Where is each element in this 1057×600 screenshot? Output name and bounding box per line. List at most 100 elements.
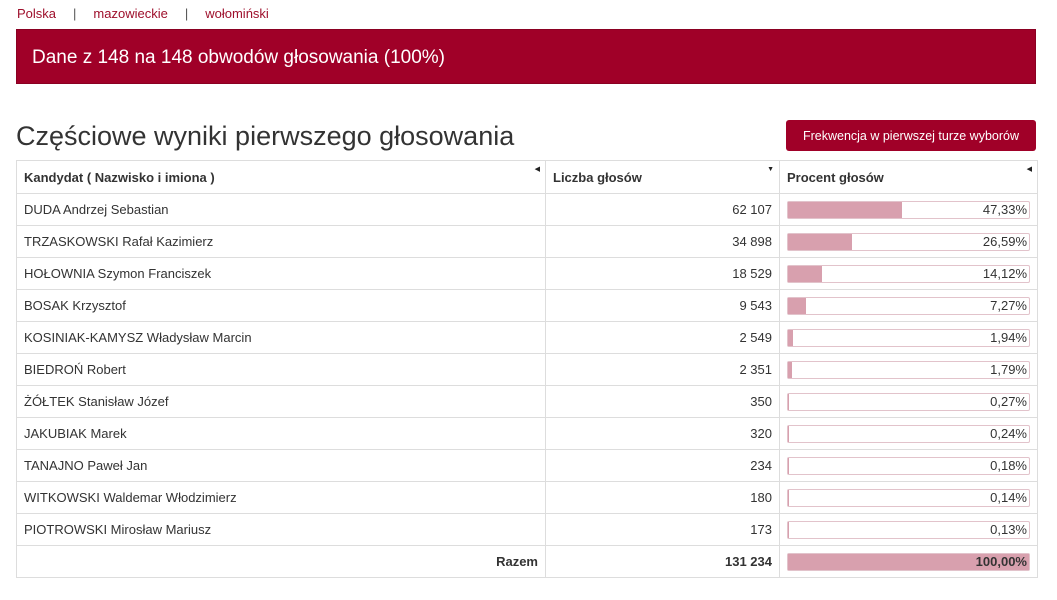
percent-bar: 26,59% xyxy=(787,232,1030,251)
percent-bar-fill xyxy=(788,201,903,218)
data-coverage-banner: Dane z 148 na 148 obwodów głosowania (10… xyxy=(16,29,1036,84)
percent-bar: 7,27% xyxy=(787,296,1030,315)
percent-bar: 0,24% xyxy=(787,424,1030,443)
table-row: DUDA Andrzej Sebastian 62 107 47,33% xyxy=(16,193,1038,226)
table-row: BOSAK Krzysztof 9 543 7,27% xyxy=(16,289,1038,322)
sort-icon[interactable]: ◀ xyxy=(1026,166,1032,173)
candidate-name: DUDA Andrzej Sebastian xyxy=(16,193,546,226)
candidate-votes: 173 xyxy=(545,513,780,546)
candidate-name: HOŁOWNIA Szymon Franciszek xyxy=(16,257,546,290)
percent-label: 0,18% xyxy=(990,457,1027,473)
candidate-percent-cell: 0,18% xyxy=(779,449,1038,482)
percent-bar-fill xyxy=(788,393,789,410)
candidate-name: BIEDROŃ Robert xyxy=(16,353,546,386)
percent-bar-fill xyxy=(788,265,823,282)
table-row: HOŁOWNIA Szymon Franciszek 18 529 14,12% xyxy=(16,257,1038,290)
percent-bar: 0,14% xyxy=(787,488,1030,507)
breadcrumb-separator: | xyxy=(73,5,77,21)
percent-label: 47,33% xyxy=(982,201,1027,217)
candidate-name: JAKUBIAK Marek xyxy=(16,417,546,450)
table-row: JAKUBIAK Marek 320 0,24% xyxy=(16,417,1038,450)
table-row: TRZASKOWSKI Rafał Kazimierz 34 898 26,59% xyxy=(16,225,1038,258)
percent-label: 26,59% xyxy=(982,233,1027,249)
candidate-votes: 2 549 xyxy=(545,321,780,354)
total-row: Razem 131 234 100,00% xyxy=(16,545,1038,578)
candidate-percent-cell: 1,79% xyxy=(779,353,1038,386)
table-row: WITKOWSKI Waldemar Włodzimierz 180 0,14% xyxy=(16,481,1038,514)
candidate-name: ŻÓŁTEK Stanisław Józef xyxy=(16,385,546,418)
total-percent-label: 100,00% xyxy=(975,553,1027,569)
candidate-votes: 320 xyxy=(545,417,780,450)
percent-bar: 0,27% xyxy=(787,392,1030,411)
percent-label: 1,79% xyxy=(990,361,1027,377)
column-header-percent-label: Procent głosów xyxy=(787,169,884,185)
candidate-votes: 34 898 xyxy=(545,225,780,258)
sort-icon[interactable]: ◀ xyxy=(534,166,540,173)
sort-desc-icon[interactable]: ▼ xyxy=(767,166,774,173)
candidate-percent-cell: 1,94% xyxy=(779,321,1038,354)
table-header-row: Kandydat ( Nazwisko i imiona ) ◀ Liczba … xyxy=(16,160,1038,194)
section-title: Częściowe wyniki pierwszego głosowania xyxy=(16,121,515,151)
breadcrumb-link-country[interactable]: Polska xyxy=(17,5,57,21)
percent-label: 14,12% xyxy=(982,265,1027,281)
percent-bar: 14,12% xyxy=(787,264,1030,283)
results-body: DUDA Andrzej Sebastian 62 107 47,33% TRZASK… xyxy=(16,193,1038,546)
percent-label: 0,24% xyxy=(990,425,1027,441)
candidate-votes: 350 xyxy=(545,385,780,418)
candidate-votes: 62 107 xyxy=(545,193,780,226)
percent-bar: 1,94% xyxy=(787,328,1030,347)
column-header-votes[interactable]: Liczba głosów ▼ xyxy=(545,160,780,194)
candidate-votes: 18 529 xyxy=(545,257,780,290)
candidate-percent-cell: 0,14% xyxy=(779,481,1038,514)
percent-bar-fill xyxy=(788,329,793,346)
breadcrumb-link-county[interactable]: wołomiński xyxy=(205,5,269,21)
column-header-candidate[interactable]: Kandydat ( Nazwisko i imiona ) ◀ xyxy=(16,160,546,194)
candidate-name: TRZASKOWSKI Rafał Kazimierz xyxy=(16,225,546,258)
percent-label: 0,14% xyxy=(990,489,1027,505)
results-table: Kandydat ( Nazwisko i imiona ) ◀ Liczba … xyxy=(16,160,1038,578)
percent-bar: 47,33% xyxy=(787,200,1030,219)
candidate-percent-cell: 7,27% xyxy=(779,289,1038,322)
breadcrumb: Polska | mazowieckie | wołomiński xyxy=(17,4,269,22)
percent-bar-fill xyxy=(788,233,853,250)
candidate-percent-cell: 26,59% xyxy=(779,225,1038,258)
candidate-name: PIOTROWSKI Mirosław Mariusz xyxy=(16,513,546,546)
percent-label: 0,27% xyxy=(990,393,1027,409)
table-row: TANAJNO Paweł Jan 234 0,18% xyxy=(16,449,1038,482)
candidate-percent-cell: 0,24% xyxy=(779,417,1038,450)
candidate-name: KOSINIAK-KAMYSZ Władysław Marcin xyxy=(16,321,546,354)
percent-bar: 1,79% xyxy=(787,360,1030,379)
candidate-percent-cell: 0,13% xyxy=(779,513,1038,546)
candidate-votes: 180 xyxy=(545,481,780,514)
candidate-percent-cell: 14,12% xyxy=(779,257,1038,290)
percent-bar-fill xyxy=(788,297,806,314)
candidate-name: WITKOWSKI Waldemar Włodzimierz xyxy=(16,481,546,514)
percent-bar: 0,18% xyxy=(787,456,1030,475)
table-row: KOSINIAK-KAMYSZ Władysław Marcin 2 549 1,9… xyxy=(16,321,1038,354)
candidate-votes: 234 xyxy=(545,449,780,482)
percent-label: 1,94% xyxy=(990,329,1027,345)
candidate-votes: 9 543 xyxy=(545,289,780,322)
percent-bar-fill xyxy=(788,361,793,378)
table-row: BIEDROŃ Robert 2 351 1,79% xyxy=(16,353,1038,386)
percent-label: 0,13% xyxy=(990,521,1027,537)
total-percent-bar: 100,00% xyxy=(787,552,1030,571)
total-percent-bar-fill xyxy=(788,553,1029,570)
total-percent-cell: 100,00% xyxy=(779,545,1038,578)
table-row: PIOTROWSKI Mirosław Mariusz 173 0,13% xyxy=(16,513,1038,546)
total-votes: 131 234 xyxy=(545,545,780,578)
column-header-candidate-label: Kandydat ( Nazwisko i imiona ) xyxy=(24,169,215,185)
candidate-name: BOSAK Krzysztof xyxy=(16,289,546,322)
column-header-percent[interactable]: Procent głosów ◀ xyxy=(779,160,1038,194)
total-label: Razem xyxy=(16,545,546,578)
percent-bar: 0,13% xyxy=(787,520,1030,539)
percent-bar-fill xyxy=(788,425,789,442)
breadcrumb-separator: | xyxy=(184,5,189,21)
candidate-percent-cell: 47,33% xyxy=(779,193,1038,226)
candidate-percent-cell: 0,27% xyxy=(779,385,1038,418)
breadcrumb-link-voivodeship[interactable]: mazowieckie xyxy=(93,5,168,21)
table-row: ŻÓŁTEK Stanisław Józef 350 0,27% xyxy=(16,385,1038,418)
candidate-votes: 2 351 xyxy=(545,353,780,386)
candidate-name: TANAJNO Paweł Jan xyxy=(16,449,546,482)
turnout-button[interactable]: Frekwencja w pierwszej turze wyborów xyxy=(786,120,1036,151)
